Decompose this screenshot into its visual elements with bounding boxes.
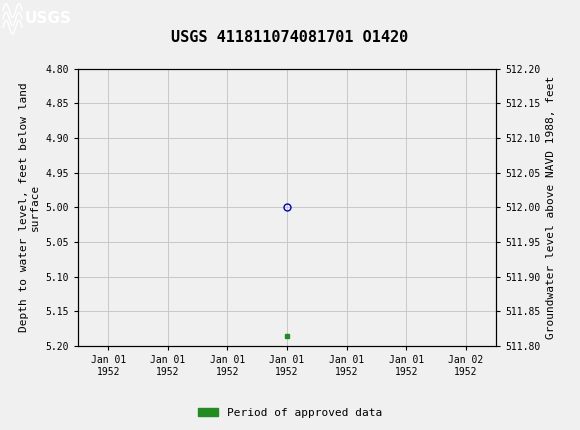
Text: USGS: USGS	[24, 12, 71, 26]
Text: USGS 411811074081701 O1420: USGS 411811074081701 O1420	[171, 30, 409, 45]
Y-axis label: Groundwater level above NAVD 1988, feet: Groundwater level above NAVD 1988, feet	[546, 76, 556, 339]
Legend: Period of approved data: Period of approved data	[194, 403, 386, 422]
Y-axis label: Depth to water level, feet below land
surface: Depth to water level, feet below land su…	[19, 83, 40, 332]
